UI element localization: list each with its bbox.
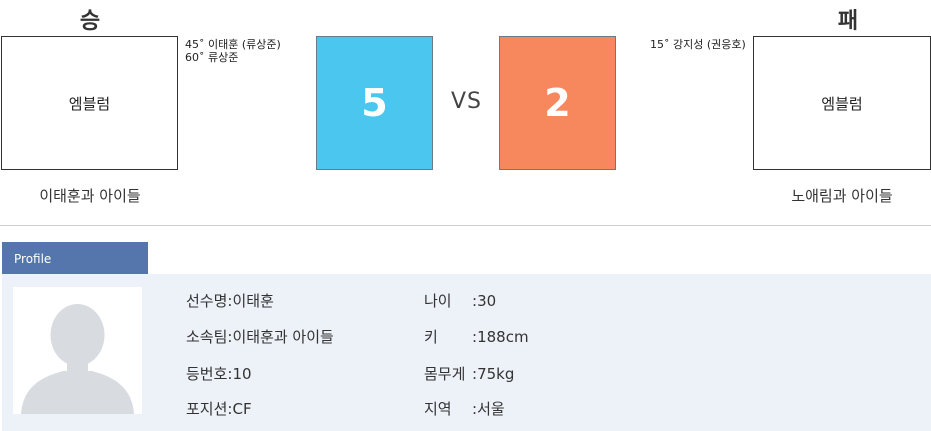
player-name-row: 선수명 : 이태훈 [186,292,274,310]
away-scorers-list: 15˚ 강지성 (권응호) [650,38,746,51]
player-age-row: 나이: 30 [424,292,497,310]
field-label: 포지션 [186,400,228,418]
player-team-row: 소속팀 : 이태훈과 아이들 [186,328,334,346]
home-score-box: 5 [316,36,433,170]
field-label: 지역 [424,400,452,418]
field-label: 몸무게 [424,365,466,383]
player-name-value: 이태훈 [232,292,274,310]
field-label: 선수명 [186,292,228,310]
winner-label: 승 [79,9,101,34]
user-silhouette-icon [21,304,134,414]
away-score-box: 2 [499,36,616,170]
away-emblem-text: 엠블럼 [821,94,863,113]
player-age-value: 30 [477,292,497,310]
profile-panel [2,274,931,431]
player-height-row: 키: 188cm [424,328,529,346]
player-weight-value: 75kg [477,365,515,383]
home-team-emblem[interactable]: 엠블럼 [1,36,178,170]
home-score: 5 [361,81,388,125]
player-region-row: 지역: 서울 [424,400,505,418]
profile-tab-label: Profile [14,252,52,266]
field-label: 등번호 [186,365,228,383]
profile-tab[interactable]: Profile [2,242,148,274]
player-position-value: CF [232,400,252,418]
player-number-value: 10 [232,365,252,383]
home-team-name[interactable]: 이태훈과 아이들 [39,187,141,205]
away-team-name[interactable]: 노애림과 아이들 [791,187,893,205]
away-team-emblem[interactable]: 엠블럼 [753,36,931,170]
player-position-row: 포지션 : CF [186,400,252,418]
home-scorer-entry: 45˚ 이태훈 (류상준) [185,38,281,51]
player-height-value: 188cm [477,328,529,346]
loser-label: 패 [837,9,859,34]
player-number-row: 등번호 : 10 [186,365,252,383]
home-scorer-entry: 60˚ 류상준 [185,51,239,64]
player-region-value: 서울 [477,400,505,418]
field-label: 소속팀 [186,328,228,346]
section-divider [0,225,931,226]
home-emblem-text: 엠블럼 [68,94,111,113]
away-score: 2 [544,81,571,125]
player-avatar [13,287,142,414]
player-team-value[interactable]: 이태훈과 아이들 [232,328,334,346]
field-label: 키 [424,328,438,346]
away-scorer-entry: 15˚ 강지성 (권응호) [650,38,746,51]
field-label: 나이 [424,292,452,310]
vs-label: VS [451,89,483,114]
player-weight-row: 몸무게: 75kg [424,365,515,383]
home-scorers-list: 45˚ 이태훈 (류상준) 60˚ 류상준 [185,38,281,64]
